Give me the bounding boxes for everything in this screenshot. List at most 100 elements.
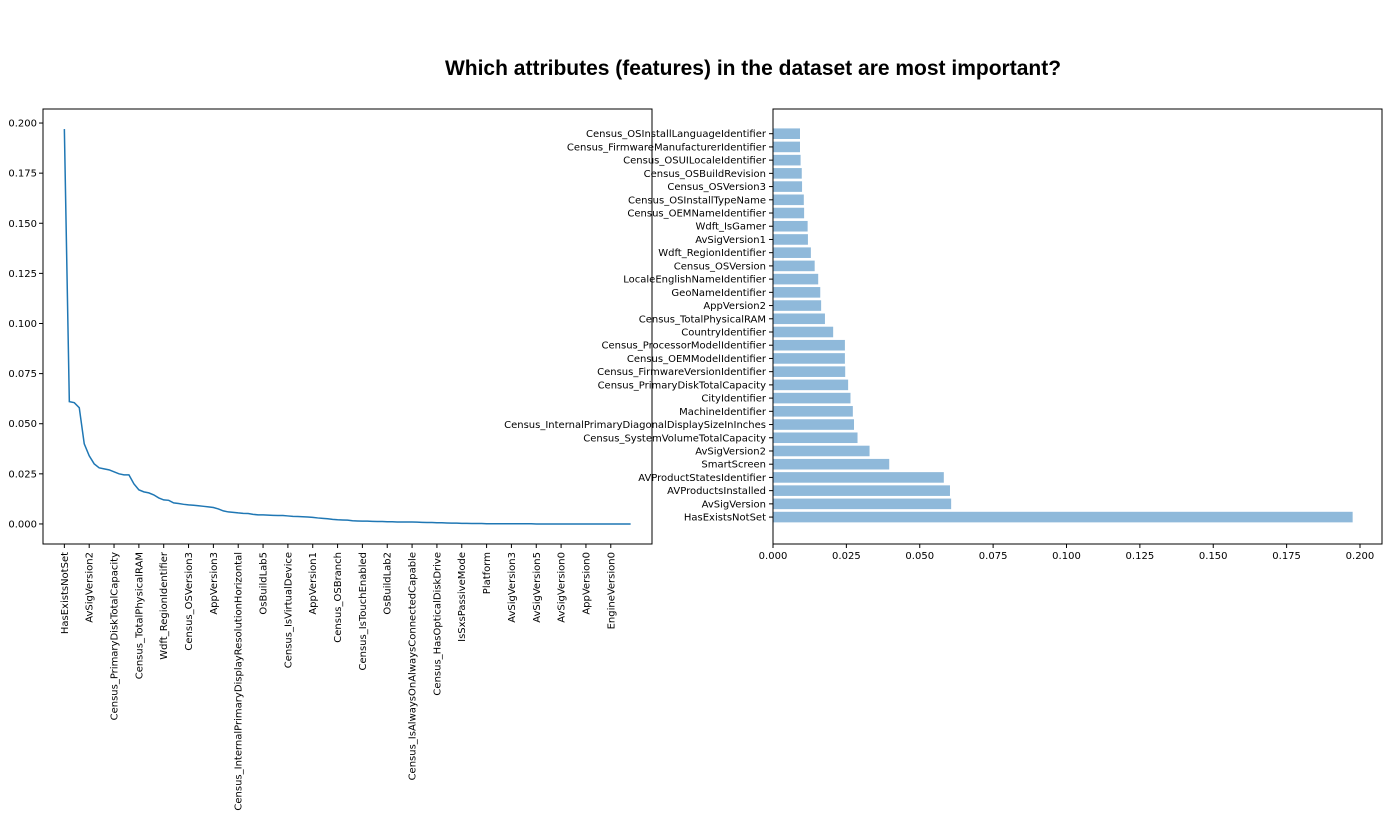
y-tick-label: Census_SystemVolumeTotalCapacity xyxy=(583,433,766,444)
figure-title: Which attributes (features) in the datas… xyxy=(445,57,1061,80)
x-tick-label: EngineVersion0 xyxy=(606,552,617,629)
y-tick-label: MachineIdentifier xyxy=(679,407,767,418)
x-tick-label: OsBuildLab5 xyxy=(259,552,270,615)
y-tick-label: AppVersion2 xyxy=(703,301,766,312)
x-tick-label: Census_OSBranch xyxy=(333,552,344,643)
x-tick-label: 0.050 xyxy=(905,551,934,562)
x-tick-label: 0.200 xyxy=(1346,551,1375,562)
x-tick-label: Platform xyxy=(482,552,493,594)
bar xyxy=(773,339,845,351)
x-tick-label: 0.175 xyxy=(1272,551,1301,562)
bar xyxy=(773,260,815,272)
bar xyxy=(773,353,845,364)
bar xyxy=(773,141,801,153)
x-tick-label: AvSigVersion0 xyxy=(557,552,568,623)
x-tick-label: Census_PrimaryDiskTotalCapacity xyxy=(110,552,121,720)
x-tick-label: Census_HasOpticalDiskDrive xyxy=(432,552,443,696)
y-tick-label: 0.175 xyxy=(8,169,37,180)
y-tick-label: 0.025 xyxy=(8,469,37,480)
x-tick-label: AppVersion0 xyxy=(581,552,592,615)
line-chart-frame xyxy=(42,108,653,545)
y-tick-label: Census_OSVersion3 xyxy=(667,182,766,193)
y-tick-label: 0.125 xyxy=(8,269,37,280)
bar xyxy=(773,472,944,483)
x-tick-label: 0.000 xyxy=(759,551,788,562)
y-tick-label: 0.150 xyxy=(8,219,37,230)
line-chart-x-axis: HasExistsNotSet AvSigVersion2 Census_Prima… xyxy=(60,544,617,811)
bar xyxy=(773,419,855,430)
x-tick-label: Census_IsVirtualDevice xyxy=(283,552,294,668)
y-tick-label: Census_OSUILocaleIdentifier xyxy=(623,156,767,167)
y-tick-label: Census_FirmwareManufacturerIdentifier xyxy=(567,142,767,153)
x-tick-label: Census_IsAlwaysOnAlwaysConnectedCapable xyxy=(408,552,419,780)
x-tick-label: AvSigVersion5 xyxy=(532,552,543,623)
y-tick-label: AvSigVersion2 xyxy=(695,446,766,457)
bar xyxy=(773,392,851,404)
x-tick-label: 0.075 xyxy=(979,551,1008,562)
x-tick-label: AppVersion3 xyxy=(209,552,220,615)
bar xyxy=(773,220,808,232)
bar xyxy=(773,326,834,338)
y-tick-label: HasExistsNotSet xyxy=(684,513,766,524)
y-tick-label: 0.050 xyxy=(8,419,37,430)
x-tick-label: Census_InternalPrimaryDisplayResolutionH… xyxy=(234,552,245,811)
y-tick-label: Census_OSInstallLanguageIdentifier xyxy=(586,129,767,140)
bar xyxy=(773,247,811,258)
bar-chart-y-axis: Census_OSInstallLanguageIdentifier Census… xyxy=(504,129,773,524)
y-tick-label: Census_OSBuildRevision xyxy=(644,169,766,180)
y-tick-label: 0.000 xyxy=(8,519,37,530)
y-tick-label: Census_ProcessorModelIdentifier xyxy=(602,341,767,352)
y-tick-label: Wdft_RegionIdentifier xyxy=(658,248,767,259)
bar xyxy=(773,207,805,219)
bar-chart-bars xyxy=(773,128,1353,523)
bar xyxy=(773,445,870,457)
line-chart-y-axis: 0.000 0.025 0.050 0.075 0.100 0.125 0.150 0.175… xyxy=(8,119,43,530)
y-tick-label: Census_InternalPrimaryDiagonalDisplaySiz… xyxy=(504,420,766,431)
bar xyxy=(773,406,853,417)
bar xyxy=(773,154,801,166)
bar xyxy=(773,498,952,510)
line-chart: 0.000 0.025 0.050 0.075 0.100 0.125 0.150 0.175… xyxy=(8,108,653,811)
y-tick-label: Census_PrimaryDiskTotalCapacity xyxy=(598,380,766,391)
x-tick-label: 0.100 xyxy=(1052,551,1081,562)
importance-line xyxy=(63,129,631,525)
x-tick-label: 0.150 xyxy=(1199,551,1228,562)
bar-chart: Census_OSInstallLanguageIdentifier Census… xyxy=(504,108,1383,562)
bar xyxy=(773,181,803,192)
y-tick-label: 0.100 xyxy=(8,319,37,330)
x-tick-label: Census_IsTouchEnabled xyxy=(358,552,369,671)
bar xyxy=(773,511,1353,523)
x-tick-label: HasExistsNotSet xyxy=(60,552,71,634)
y-tick-label: LocaleEnglishNameIdentifier xyxy=(623,275,767,286)
y-tick-label: Census_FirmwareVersionIdentifier xyxy=(597,367,767,378)
x-tick-label: OsBuildLab2 xyxy=(383,552,394,615)
y-tick-label: Census_OSInstallTypeName xyxy=(628,195,766,206)
y-tick-label: AVProductStatesIdentifier xyxy=(638,473,767,484)
bar xyxy=(773,273,819,285)
bar-chart-frame xyxy=(772,108,1383,545)
x-tick-label: IsSxsPassiveMode xyxy=(457,552,468,642)
x-tick-label: AvSigVersion2 xyxy=(85,552,96,623)
x-tick-label: 0.125 xyxy=(1126,551,1155,562)
bar xyxy=(773,234,808,245)
bar xyxy=(773,485,950,496)
bar xyxy=(773,366,846,377)
y-tick-label: GeoNameIdentifier xyxy=(671,288,766,299)
x-tick-label: Census_TotalPhysicalRAM xyxy=(134,552,145,679)
bar xyxy=(773,300,822,311)
y-tick-label: Census_TotalPhysicalRAM xyxy=(639,314,766,325)
bar xyxy=(773,287,821,298)
y-tick-label: Wdft_IsGamer xyxy=(695,222,766,233)
bar xyxy=(773,194,804,206)
y-tick-label: 0.200 xyxy=(8,119,37,130)
x-tick-label: Census_OSVersion3 xyxy=(184,552,195,651)
y-tick-label: 0.075 xyxy=(8,369,37,380)
y-tick-label: AvSigVersion xyxy=(702,499,766,510)
y-tick-label: AvSigVersion1 xyxy=(695,235,766,246)
y-tick-label: CityIdentifier xyxy=(701,394,767,405)
y-tick-label: Census_OSVersion xyxy=(674,261,766,272)
x-tick-label: 0.025 xyxy=(832,551,861,562)
x-tick-label: AvSigVersion3 xyxy=(507,552,518,623)
bar-chart-x-axis: 0.000 0.025 0.050 0.075 0.100 0.125 0.150 0.175… xyxy=(759,544,1375,562)
